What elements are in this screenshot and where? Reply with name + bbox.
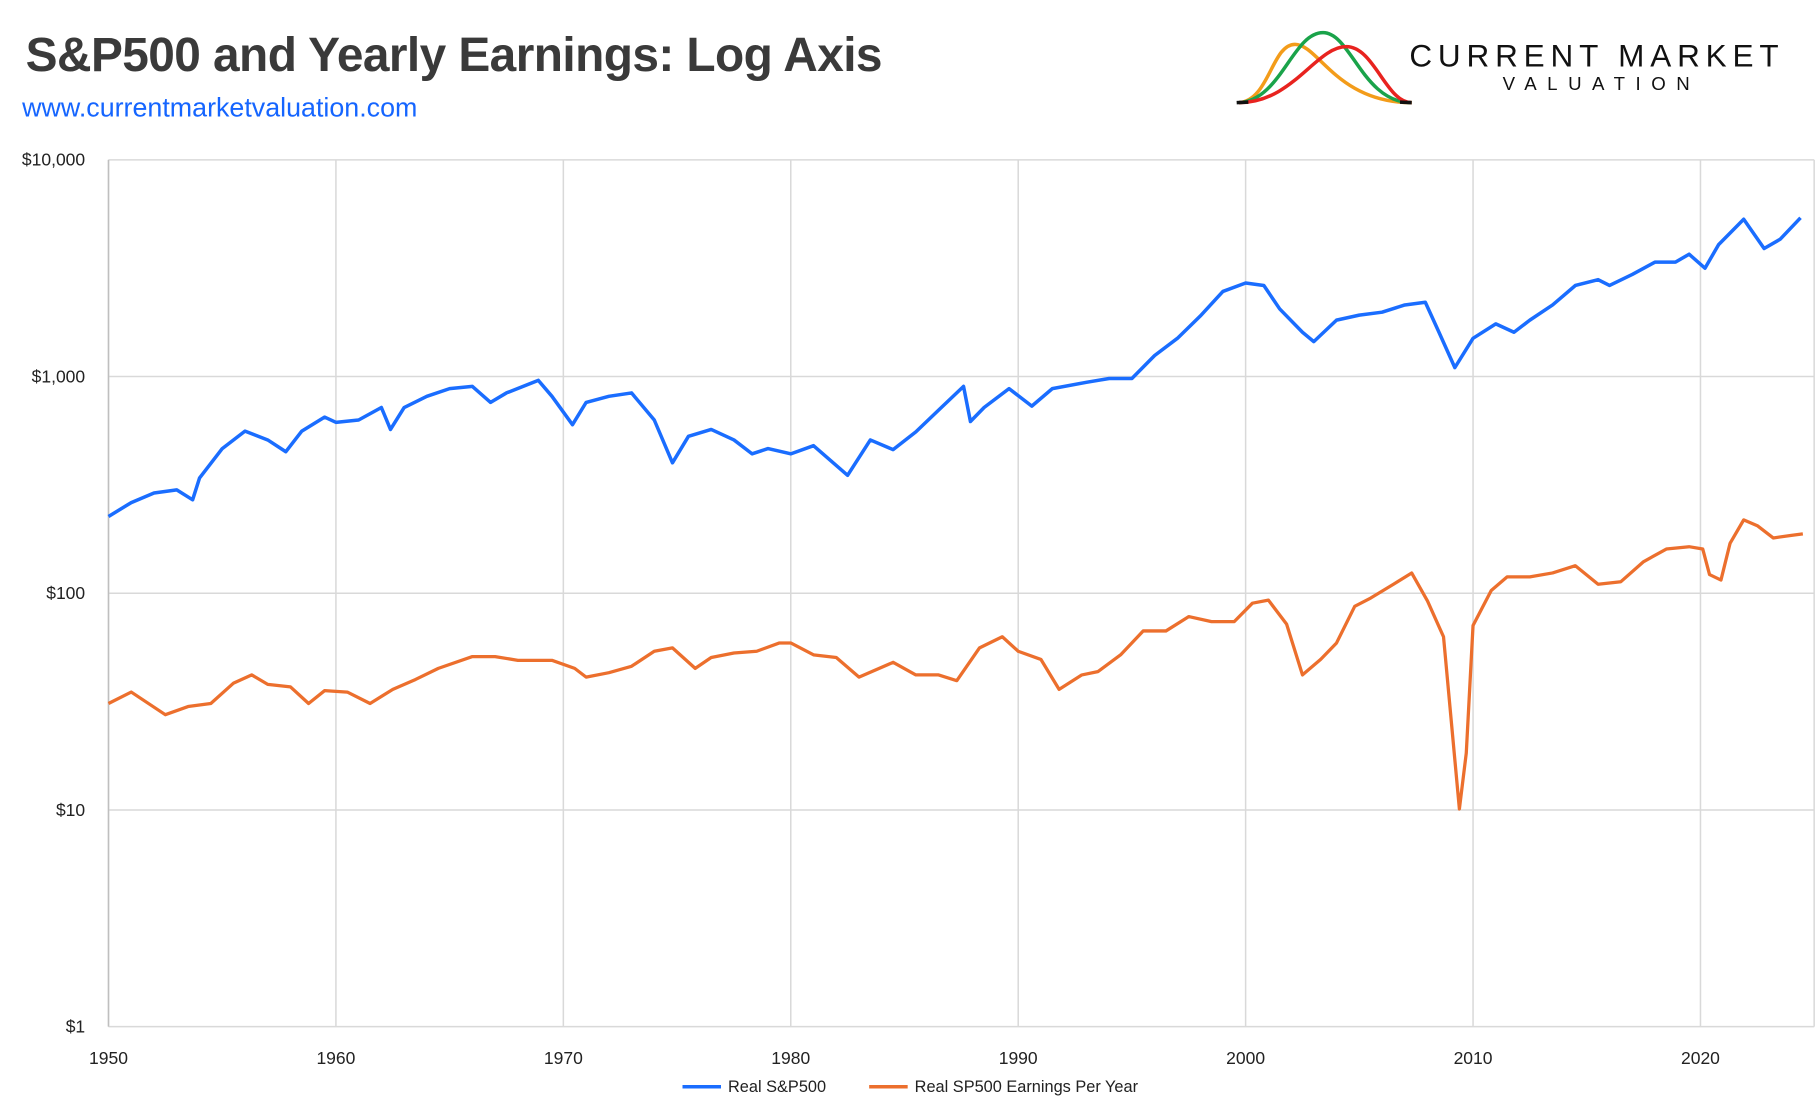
y-tick-label: $10,000 [22,150,86,170]
y-axis-ticks: $1 $10 $100 $1,000 $10,000 [22,150,86,1037]
x-tick-label: 1970 [544,1048,583,1068]
legend-label-sp500: Real S&P500 [728,1077,826,1096]
legend-swatch-earnings [869,1084,908,1088]
gridlines [109,160,1815,1027]
y-tick-label: $1 [66,1017,85,1037]
legend-item-earnings: Real SP500 Earnings Per Year [869,1077,1138,1096]
y-tick-label: $10 [56,800,85,820]
series-line-real-sp500 [109,218,1801,517]
y-tick-label: $1,000 [32,366,86,386]
x-tick-label: 2000 [1226,1048,1265,1068]
x-axis-ticks: 1950 1960 1970 1980 1990 2000 2010 2020 [89,1048,1720,1068]
x-tick-label: 1950 [89,1048,128,1068]
y-tick-label: $100 [46,583,85,603]
series-lines [108,218,1802,809]
x-tick-label: 1990 [999,1048,1038,1068]
x-tick-label: 1980 [771,1048,810,1068]
series-line-real-earnings [109,520,1803,809]
x-tick-label: 1960 [316,1048,355,1068]
legend-item-sp500: Real S&P500 [683,1077,827,1096]
x-tick-label: 2020 [1681,1048,1720,1068]
x-tick-label: 2010 [1454,1048,1493,1068]
legend-label-earnings: Real SP500 Earnings Per Year [915,1077,1138,1096]
legend-swatch-sp500 [683,1084,722,1088]
